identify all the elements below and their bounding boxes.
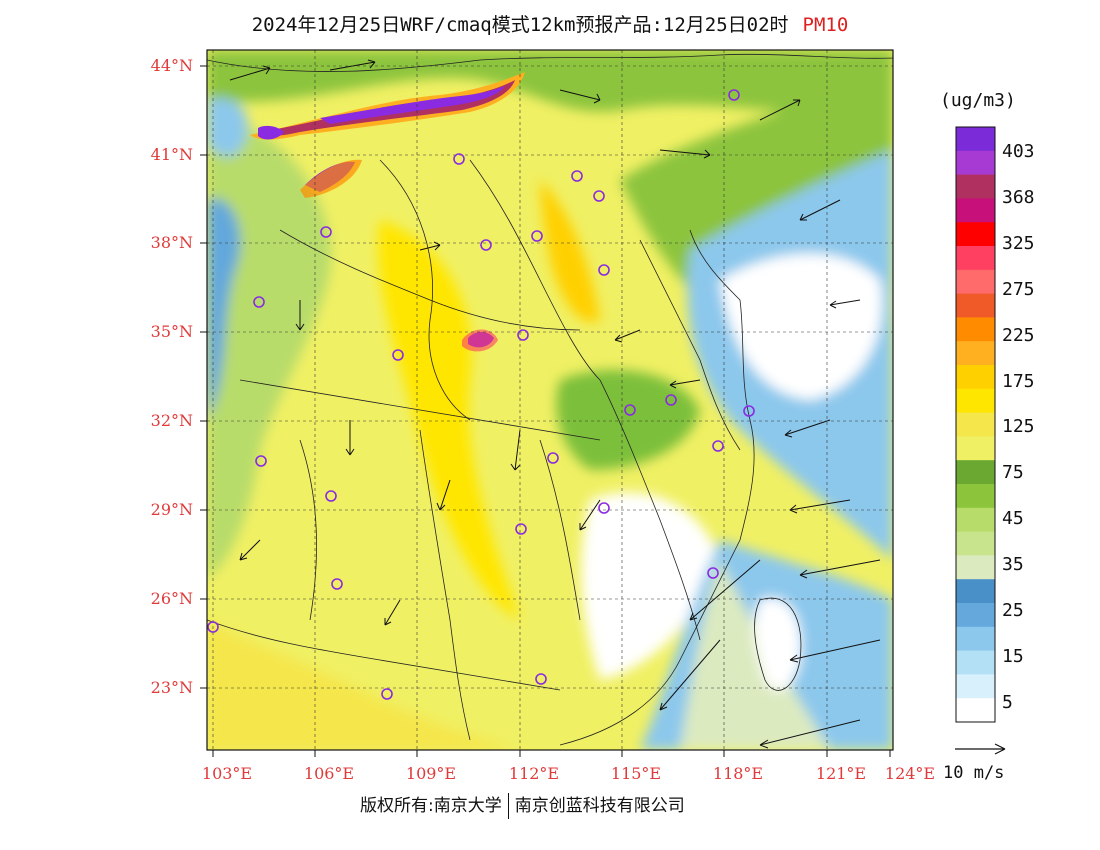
colorbar-segment [956,198,995,223]
colorbar-segment [956,507,995,533]
colorbar-segment [956,555,995,580]
title-text: 2024年12月25日WRF/cmaq模式12km预报产品:12月25日02时 [251,14,789,36]
colorbar-segment [956,603,995,628]
lon-label-109: 109°E [405,764,457,783]
lon-label-106: 106°E [303,764,355,783]
pm10-field [207,50,893,750]
colorbar-label-125: 125 [1002,416,1035,437]
copyright-footer: 版权所有:南京大学 南京创蓝科技有限公司 [360,791,685,819]
copyright-company: 南京创蓝科技有限公司 [514,796,685,816]
north-green-band [207,50,893,116]
lat-label-32: 32°N [150,411,193,430]
colorbar [955,126,996,723]
colorbar-segment [956,269,995,295]
colorbar-label-35: 35 [1002,554,1024,575]
colorbar-segment [956,317,995,342]
colorbar-label-175: 175 [1002,371,1035,392]
colorbar-segment [956,436,995,461]
colorbar-segment [956,626,995,652]
colorbar-label-225: 225 [1002,325,1035,346]
taiwan-white [754,598,801,691]
lat-label-41: 41°N [150,145,193,164]
colorbar-frame [955,126,996,723]
grid-lines [207,50,893,750]
admin-boundaries [207,53,893,746]
lat-label-44: 44°N [150,56,193,75]
colorbar-label-45: 45 [1002,508,1024,529]
colorbar-label-25: 25 [1002,600,1024,621]
axis-ticks [200,65,891,757]
south-yellow-area [207,620,520,750]
lon-label-124: 124°E [884,764,936,783]
city-markers [207,89,755,700]
colorbar-segment [956,412,995,437]
footer-separator [507,793,509,819]
colorbar-label-403: 403 [1002,141,1035,162]
lat-label-35: 35°N [150,322,193,341]
colorbar-segment [956,365,995,390]
colorbar-segment [956,674,995,699]
map-title: 2024年12月25日WRF/cmaq模式12km预报产品:12月25日02时 P… [0,10,1100,37]
sea-white-area [720,253,882,400]
lat-label-26: 26°N [150,589,193,608]
colorbar-segment [956,174,995,199]
colorbar-segment [956,579,995,604]
colorbar-segment [956,650,995,675]
colorbar-segment [956,484,995,509]
colorbar-segment [956,698,995,723]
colorbar-segment [956,150,995,176]
colorbar-segment [956,460,995,485]
colorbar-segment [956,222,995,247]
colorbar-segment [956,246,995,271]
colorbar-segment [956,531,995,556]
title-variable: PM10 [802,14,849,36]
north-yellow-band [540,180,600,322]
map-frame [206,49,894,751]
lat-label-38: 38°N [150,233,193,252]
colorbar-segment [956,341,995,366]
lat-label-23: 23°N [150,678,193,697]
copyright-owner: 版权所有:南京大学 [360,796,502,816]
lat-label-29: 29°N [150,500,193,519]
pollution-hotspots [250,72,525,352]
colorbar-label-325: 325 [1002,233,1035,254]
wind-vectors [229,59,881,749]
colorbar-label-15: 15 [1002,646,1024,667]
colorbar-label-275: 275 [1002,279,1035,300]
lon-label-115: 115°E [610,764,662,783]
lon-label-112: 112°E [508,764,560,783]
lon-label-103: 103°E [201,764,253,783]
central-yellow-band [378,220,520,620]
colorbar-segment [956,293,995,318]
wind-reference-label: 10 m/s [943,763,1005,783]
lon-label-118: 118°E [712,764,764,783]
colorbar-label-75: 75 [1002,462,1024,483]
colorbar-label-5: 5 [1002,692,1013,713]
colorbar-unit: (ug/m3) [940,90,1016,111]
nw-blue-patch [207,98,248,158]
colorbar-segment [956,127,995,152]
lon-label-121: 121°E [815,764,867,783]
east-green-area [556,370,700,470]
west-blue-area [207,198,241,420]
strait-pale-band [680,560,830,750]
se-white-area [581,492,720,680]
colorbar-label-368: 368 [1002,187,1035,208]
colorbar-segment [956,388,995,414]
wind-reference-arrow [955,743,1006,755]
